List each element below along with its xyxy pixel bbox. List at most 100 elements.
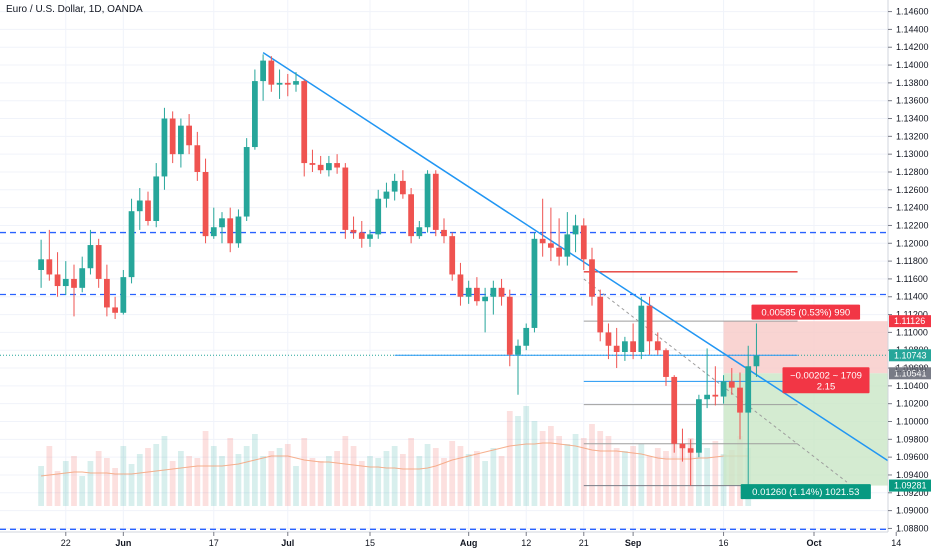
risk-reward-label: −0.00202 ~ 1709 <box>790 370 862 381</box>
volume-bar <box>408 438 414 506</box>
candle-body <box>194 145 201 172</box>
price-tick-label: 1.11800 <box>896 256 928 266</box>
risk-reward-label: 2.15 <box>817 381 836 392</box>
volume-bar <box>441 458 447 506</box>
volume-bar <box>194 458 201 506</box>
candle-body <box>71 278 77 288</box>
volume-bar <box>227 438 234 506</box>
candle-body <box>416 227 423 237</box>
candle-body <box>572 225 579 235</box>
candle-body <box>268 60 275 85</box>
time-tick-label: Jul <box>281 538 294 548</box>
volume-bar <box>622 451 628 506</box>
volume-bar <box>597 431 604 506</box>
price-tick-label: 1.14200 <box>896 42 929 52</box>
candle-body <box>580 225 587 260</box>
volume-bar <box>457 446 464 506</box>
volume-bar <box>580 438 587 506</box>
volume-bar <box>367 456 373 506</box>
price-tick-label: 1.14400 <box>896 24 929 34</box>
time-tick-label: 12 <box>521 538 531 548</box>
target-label-bg <box>740 484 871 500</box>
volume-bar <box>679 444 686 506</box>
volume-bar <box>474 451 480 506</box>
volume-bar <box>293 466 299 506</box>
volume-bar <box>465 454 472 506</box>
volume-bar <box>358 461 365 506</box>
time-tick-label: Jun <box>115 538 131 548</box>
time-axis[interactable]: 22 Jun 17 Jul 15 Aug 12 21 Sep 16 Oct 14 <box>0 531 932 550</box>
price-tick-label: 1.12800 <box>896 167 929 177</box>
candle-body <box>326 163 332 171</box>
candle-body <box>153 176 160 221</box>
candle-body <box>210 227 217 237</box>
volume-bar <box>71 456 77 506</box>
volume-bar <box>46 446 53 506</box>
price-tick-label: 1.12000 <box>896 238 929 248</box>
candle-body <box>720 381 727 397</box>
volume-bar <box>186 456 192 506</box>
faint-price-label: 1.10600 <box>894 364 927 374</box>
volume-bar <box>498 456 505 506</box>
candle-body <box>358 232 365 239</box>
volume-bar <box>309 458 316 506</box>
time-tick-label: 21 <box>579 538 589 548</box>
candle-body <box>243 147 250 217</box>
volume-bar <box>178 451 184 506</box>
candle-body <box>630 341 636 352</box>
candle-body <box>367 234 373 239</box>
price-tick-label: 1.09400 <box>896 470 929 480</box>
volume-ma-line <box>41 442 749 477</box>
volume-bar <box>663 451 669 506</box>
candle-body <box>350 229 357 233</box>
candle-body <box>482 296 488 302</box>
volume-bar <box>572 434 579 506</box>
candle-body <box>301 81 308 164</box>
price-tick-label: 1.13400 <box>896 114 929 124</box>
candle-body <box>112 307 118 313</box>
candle-body <box>597 296 604 333</box>
price-tick-label: 1.14000 <box>896 60 929 70</box>
volume-bar <box>416 456 423 506</box>
chart-title: Euro / U.S. Dollar, 1D, OANDA <box>6 4 143 15</box>
candle-body <box>62 278 69 287</box>
volume-bar <box>424 444 431 506</box>
volume-bar <box>449 441 456 506</box>
candle-body <box>515 345 521 355</box>
candle-body <box>646 305 653 342</box>
candle-body <box>556 247 562 257</box>
volume-bar <box>252 434 258 506</box>
price-tick-label: 1.11400 <box>896 292 928 302</box>
candle-body <box>498 287 505 297</box>
volume-bar <box>638 444 645 506</box>
volume-bar <box>301 438 308 506</box>
volume-bar <box>564 444 571 506</box>
candle-body <box>284 82 291 85</box>
downtrend-line <box>262 51 889 462</box>
time-tick-label: 16 <box>719 538 729 548</box>
volume-bar <box>219 456 225 506</box>
candle-body <box>219 218 225 228</box>
price-axis[interactable]: 1.14600 1.14400 1.14200 1.14000 1.13800 1.136… <box>887 0 932 550</box>
price-axis-bg <box>888 0 932 550</box>
candle-body <box>539 238 546 244</box>
price-tag-label: 1.11126 <box>894 316 925 326</box>
candle-body <box>87 245 94 269</box>
candle-body <box>342 167 349 230</box>
volume-bar <box>556 436 562 506</box>
price-tag-bg <box>889 349 931 362</box>
candle-body <box>745 366 752 413</box>
candle-body <box>178 125 184 155</box>
price-tick-label: 1.09000 <box>896 506 929 516</box>
volume-bar <box>375 458 382 506</box>
candle-body <box>202 171 209 237</box>
candle-body <box>38 259 44 271</box>
volume-bar <box>62 461 69 506</box>
volume-bar <box>128 464 135 506</box>
price-tick-label: 1.09600 <box>896 452 929 462</box>
target-label: 0.01260 (1.14%) 1021.53 <box>752 487 859 498</box>
candle-body <box>120 277 127 313</box>
candle-body <box>704 394 710 400</box>
volume-bar <box>696 436 702 506</box>
